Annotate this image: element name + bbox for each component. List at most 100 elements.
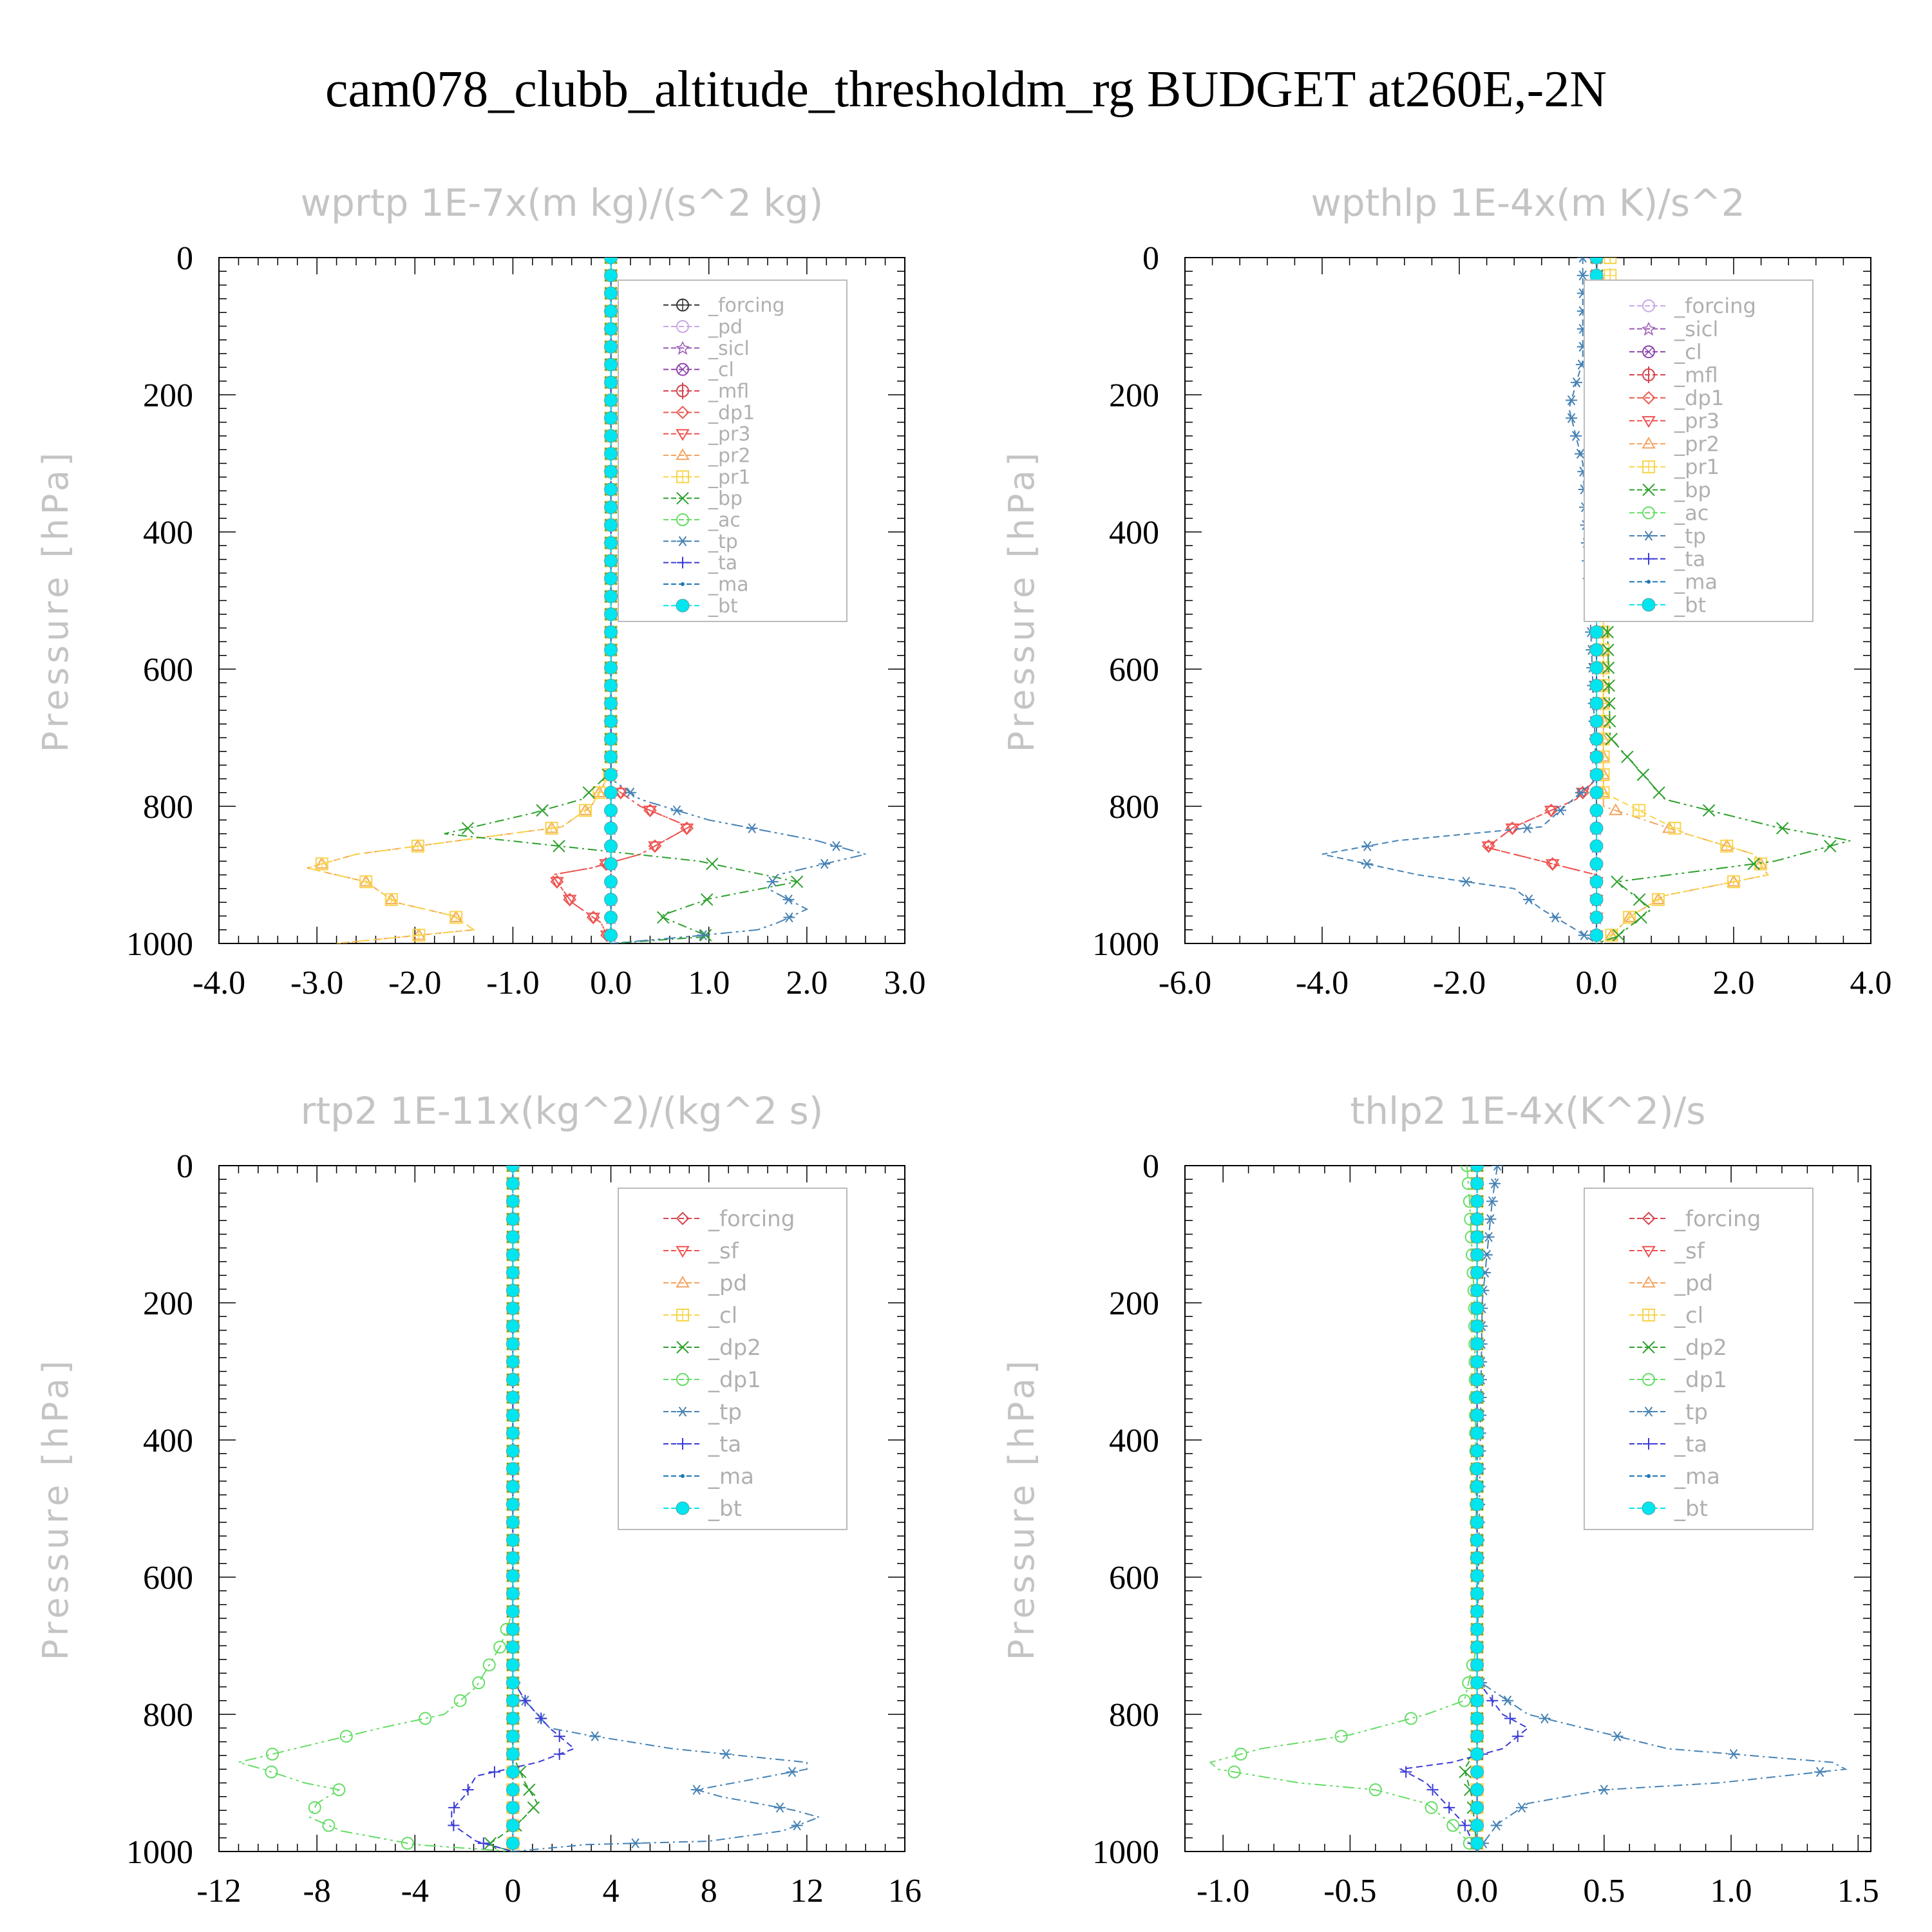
series-marker bbox=[506, 1622, 520, 1636]
series-marker bbox=[604, 411, 618, 425]
legend-label: _tp bbox=[708, 531, 738, 553]
legend-label: _bp bbox=[708, 488, 743, 510]
series-marker bbox=[493, 1640, 507, 1654]
series-marker bbox=[604, 857, 618, 871]
series-marker bbox=[604, 696, 618, 710]
legend-entry: _pr2 bbox=[1629, 431, 1719, 456]
series-marker bbox=[1644, 347, 1653, 356]
legend-label: _pr3 bbox=[708, 423, 750, 446]
series-marker bbox=[1470, 1533, 1484, 1547]
series-marker bbox=[1470, 1166, 1484, 1173]
series-marker bbox=[1728, 876, 1739, 888]
series-marker bbox=[604, 643, 618, 657]
series-marker bbox=[1747, 857, 1760, 871]
series-marker bbox=[1577, 270, 1589, 281]
legend-entry: _pd bbox=[663, 316, 743, 339]
series-marker bbox=[1605, 732, 1618, 746]
series-marker bbox=[643, 806, 658, 818]
y-tick-label: 800 bbox=[143, 789, 193, 826]
series-marker bbox=[720, 1748, 732, 1759]
series-marker bbox=[604, 607, 618, 621]
legend-label: _dp2 bbox=[1674, 1335, 1727, 1361]
series-marker bbox=[1481, 841, 1496, 853]
series-marker bbox=[1575, 787, 1587, 798]
series-marker bbox=[1634, 911, 1647, 924]
series-marker bbox=[629, 1838, 641, 1849]
series-marker bbox=[1589, 928, 1604, 942]
series-marker bbox=[401, 1837, 414, 1850]
series-marker bbox=[1459, 1765, 1472, 1779]
series-line bbox=[307, 258, 612, 943]
y-tick-label: 400 bbox=[143, 515, 193, 551]
series-marker bbox=[1470, 1247, 1484, 1262]
legend-label: _cl bbox=[1674, 1303, 1703, 1329]
legend: _forcing_pd_sicl_cl_mfl_dp1_pr3_pr2_pr1_… bbox=[618, 279, 848, 622]
y-tick-label: 800 bbox=[1109, 1697, 1159, 1734]
y-axis-label: Pressure [hPa] bbox=[35, 449, 76, 752]
figure-title: cam078_clubb_altitude_thresholdm_rg BUDG… bbox=[325, 61, 1607, 118]
series-marker bbox=[1721, 840, 1733, 852]
series-marker bbox=[1642, 1341, 1655, 1354]
series-marker bbox=[1633, 804, 1645, 817]
series-marker bbox=[1643, 531, 1654, 541]
series-marker bbox=[1443, 1801, 1455, 1814]
series-marker bbox=[604, 821, 618, 835]
series-marker bbox=[1643, 1438, 1654, 1450]
panel-title: rtp2 1E-11x(kg^2)/(kg^2 s) bbox=[301, 1089, 824, 1133]
series-marker bbox=[1612, 929, 1625, 942]
series-marker bbox=[482, 1658, 496, 1672]
x-tick-label: -4.0 bbox=[1296, 965, 1349, 1001]
series-marker bbox=[1555, 805, 1567, 816]
series-marker bbox=[676, 429, 690, 441]
series-marker bbox=[1539, 1713, 1551, 1724]
series-marker bbox=[1470, 1711, 1484, 1725]
legend-entry: _dp1 bbox=[1629, 1367, 1727, 1393]
series-marker bbox=[1589, 839, 1604, 853]
series-marker bbox=[1566, 413, 1578, 424]
legend-entry: _tp bbox=[1629, 1399, 1708, 1425]
legend-entry: _pr1 bbox=[1629, 455, 1719, 479]
series-marker bbox=[527, 1801, 540, 1814]
series-marker bbox=[604, 464, 618, 478]
series-marker bbox=[676, 341, 690, 355]
series-marker bbox=[506, 1694, 520, 1708]
series-marker bbox=[1227, 1765, 1241, 1779]
series-marker bbox=[604, 447, 618, 461]
legend-entry: _pr1 bbox=[663, 466, 750, 489]
series-marker bbox=[506, 1640, 520, 1654]
chart-panel-4: thlp2 1E-4x(K^2)/s Pressure [hPa] -1.0 -0.5… bbox=[1001, 1089, 1879, 1909]
series-marker bbox=[1470, 1194, 1484, 1208]
legend-entry: _ta bbox=[663, 1432, 741, 1457]
series-marker bbox=[1460, 1166, 1473, 1172]
series-marker bbox=[676, 1373, 689, 1386]
legend-label: _pd bbox=[708, 1271, 747, 1296]
series-marker bbox=[604, 679, 618, 693]
legend-entry: _ta bbox=[1629, 547, 1705, 571]
series-marker bbox=[1642, 416, 1656, 428]
legend-label: _sf bbox=[708, 1238, 739, 1264]
series-marker bbox=[506, 1747, 520, 1761]
y-tick-label: 600 bbox=[1109, 652, 1159, 688]
series-marker bbox=[690, 1785, 703, 1795]
x-tick-label: -3.0 bbox=[290, 965, 343, 1001]
series-marker bbox=[550, 876, 564, 889]
series-marker bbox=[1470, 1694, 1484, 1708]
series-marker bbox=[676, 363, 689, 376]
legend-label: _tp bbox=[708, 1399, 742, 1425]
legend-entry: _pr3 bbox=[663, 423, 750, 446]
series-marker bbox=[1570, 377, 1582, 388]
series-marker bbox=[582, 786, 596, 799]
series-marker bbox=[462, 1784, 474, 1796]
legend-entry: _pd bbox=[663, 1271, 747, 1296]
legend-label: _forcing bbox=[708, 294, 784, 317]
series-marker bbox=[671, 805, 683, 816]
legend-entry: _ma bbox=[1629, 570, 1718, 594]
legend-entry: _ma bbox=[663, 574, 749, 596]
series-marker bbox=[1470, 1747, 1484, 1761]
series-marker bbox=[676, 1245, 690, 1258]
series-marker bbox=[819, 858, 831, 869]
x-tick-label: 0.0 bbox=[1456, 1873, 1498, 1909]
series-marker bbox=[580, 804, 592, 817]
series-marker bbox=[1470, 1676, 1484, 1690]
legend-entry: _dp1 bbox=[663, 1367, 761, 1393]
